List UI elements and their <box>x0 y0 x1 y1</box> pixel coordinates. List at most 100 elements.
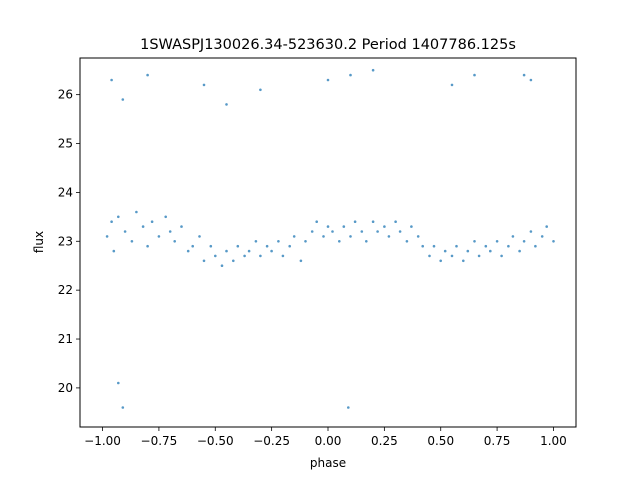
data-point <box>353 220 357 223</box>
data-point <box>371 68 375 72</box>
x-tick-label: 0.50 <box>427 434 454 448</box>
data-point <box>105 235 109 238</box>
data-point <box>540 235 544 238</box>
data-point <box>270 249 273 253</box>
x-tick-label: 1.00 <box>540 434 567 448</box>
data-point <box>405 240 409 243</box>
x-tick-label: 0.75 <box>484 434 511 448</box>
data-point <box>383 225 386 228</box>
data-point <box>146 73 149 77</box>
data-point <box>529 230 533 233</box>
data-point <box>387 235 391 238</box>
data-point <box>489 249 492 253</box>
data-point <box>421 244 425 248</box>
data-point <box>277 240 280 243</box>
data-point <box>500 254 503 258</box>
data-point <box>292 235 296 238</box>
data-point <box>416 235 420 238</box>
data-point <box>326 225 330 228</box>
data-point <box>473 73 476 77</box>
data-point <box>112 249 116 253</box>
data-point <box>110 78 113 82</box>
data-point <box>288 244 292 248</box>
y-tick-label: 25 <box>58 137 73 151</box>
data-point <box>150 220 154 223</box>
y-tick-label: 20 <box>58 381 73 395</box>
data-point <box>477 254 481 258</box>
data-point <box>349 73 352 77</box>
data-point <box>191 244 194 248</box>
data-point <box>450 254 454 258</box>
data-point <box>259 254 262 258</box>
data-point <box>326 78 330 82</box>
x-tick-label: −0.25 <box>253 434 290 448</box>
data-point <box>186 249 190 253</box>
data-point <box>110 220 113 223</box>
data-point <box>552 240 555 243</box>
data-point <box>117 215 120 219</box>
y-tick-label: 22 <box>58 283 73 297</box>
data-point <box>376 230 379 233</box>
data-point <box>360 230 364 233</box>
data-point <box>299 259 303 263</box>
data-point <box>371 220 375 223</box>
data-point <box>225 103 228 106</box>
data-point <box>511 235 515 238</box>
x-tick-label: −0.50 <box>197 434 234 448</box>
data-point <box>410 225 413 228</box>
data-point <box>322 235 325 238</box>
data-point <box>236 244 240 248</box>
data-point <box>462 259 465 263</box>
data-point <box>146 244 149 248</box>
data-point <box>220 264 224 268</box>
data-point <box>439 259 443 263</box>
data-point <box>545 225 548 228</box>
data-point <box>225 249 228 253</box>
x-tick-label: 0.25 <box>371 434 398 448</box>
data-point <box>304 240 307 243</box>
data-point <box>265 244 269 248</box>
data-point <box>121 406 125 409</box>
data-point <box>243 254 246 258</box>
data-point <box>310 230 314 233</box>
data-point <box>121 98 125 101</box>
x-axis: −1.00 −0.75 −0.50 −0.25 0.00 0.25 0.50 0.75 1.00 <box>84 427 567 448</box>
data-point <box>141 225 145 228</box>
data-point <box>164 215 167 219</box>
data-point <box>349 235 352 238</box>
data-point <box>342 225 346 228</box>
data-point <box>432 244 436 248</box>
data-point <box>394 220 397 223</box>
data-point <box>466 249 470 253</box>
data-point <box>232 259 235 263</box>
data-point <box>198 235 201 238</box>
data-point <box>522 73 526 77</box>
y-tick-label: 24 <box>58 185 73 199</box>
chart-title: 1SWASPJ130026.34-523630.2 Period 1407786… <box>140 37 516 53</box>
data-point <box>157 235 161 238</box>
data-point <box>347 406 350 409</box>
data-point <box>338 240 341 243</box>
scatter-points <box>105 68 555 409</box>
data-point <box>180 225 183 228</box>
y-tick-label: 26 <box>58 88 73 102</box>
data-point <box>484 244 488 248</box>
y-axis: 20 21 22 23 24 25 26 <box>58 88 80 395</box>
data-point <box>450 83 454 87</box>
x-tick-label: −1.00 <box>84 434 121 448</box>
data-point <box>495 240 499 243</box>
x-tick-label: 0.00 <box>315 434 342 448</box>
plot-frame <box>79 57 577 428</box>
data-point <box>214 254 217 258</box>
data-point <box>209 244 213 248</box>
data-point <box>202 83 206 87</box>
data-point <box>443 249 447 253</box>
y-tick-label: 21 <box>58 332 73 346</box>
data-point <box>254 240 258 243</box>
data-point <box>428 254 431 258</box>
data-point <box>259 88 262 92</box>
data-point <box>135 210 138 214</box>
data-point <box>331 230 334 233</box>
data-point <box>173 240 176 243</box>
